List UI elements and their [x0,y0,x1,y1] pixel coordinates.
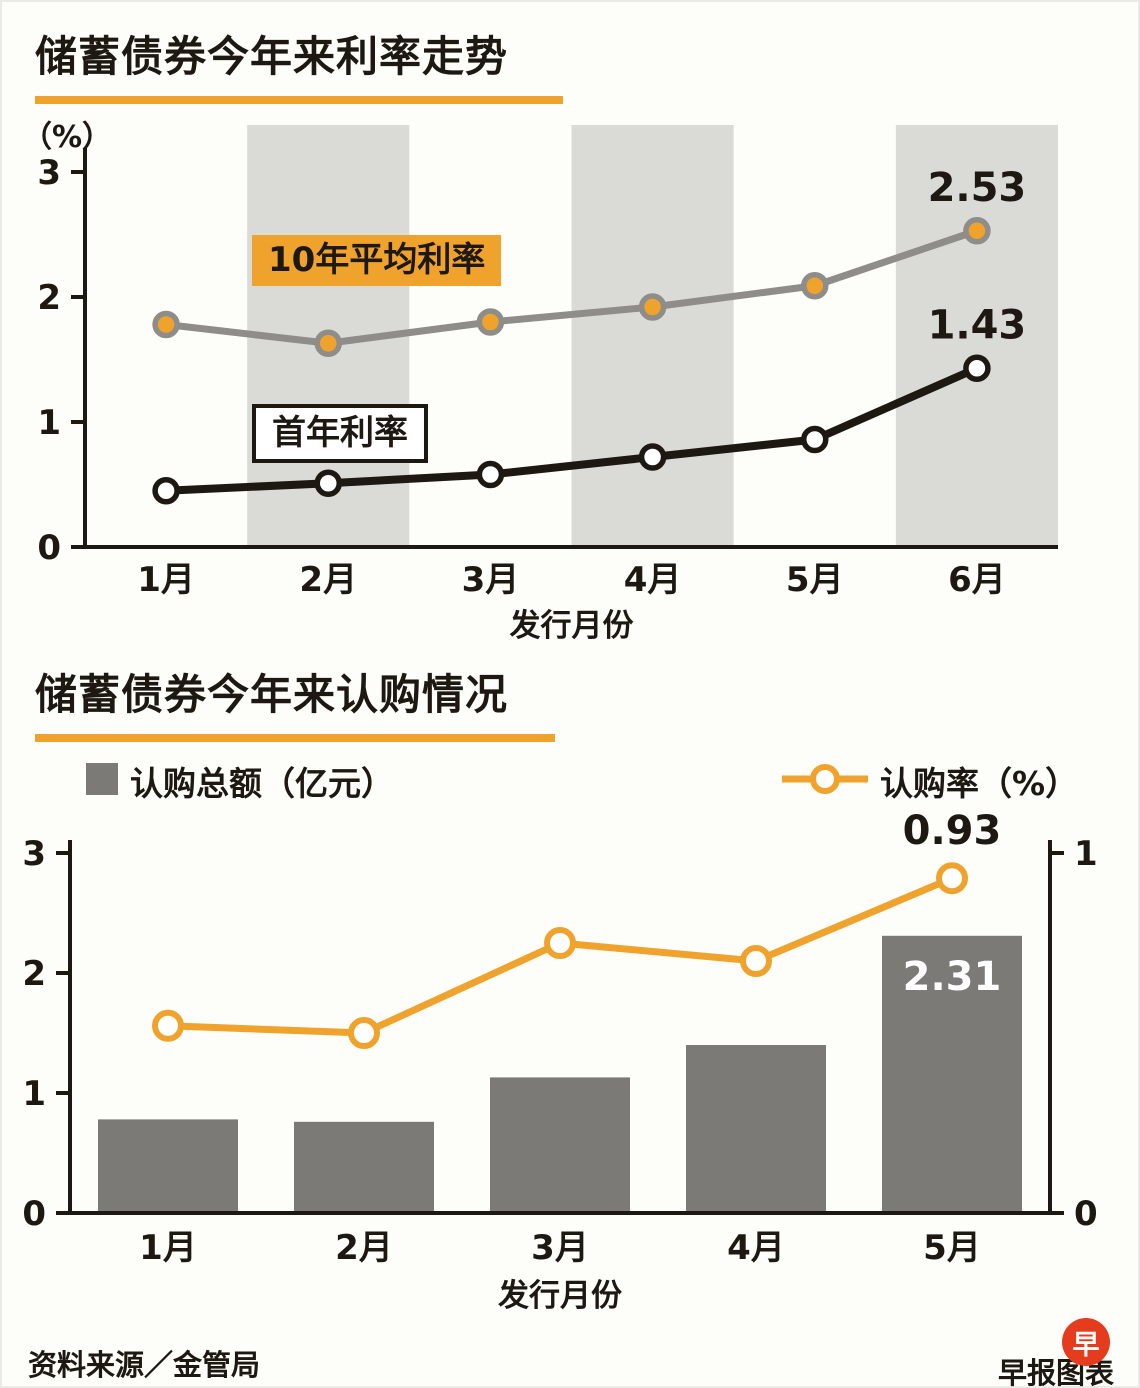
left-tick-label: 3 [22,834,46,874]
subscription-total-bar [98,1119,238,1213]
subscription-chart-xaxis-title: 发行月份 [498,1278,622,1314]
subscription-chart-title: 储蓄债券今年来认购情况 [35,670,509,719]
data-point-marker [638,293,667,321]
series-label-10yr-average-rate: 10年平均利率 [252,235,502,287]
data-point-marker [544,927,576,959]
left-tick-label: 2 [22,954,46,994]
data-point-marker [801,425,829,454]
end-value-label: 1.43 [928,302,1027,348]
month-shaded-band [571,125,734,547]
rate-chart-title: 储蓄债券今年来利率走势 [35,32,509,81]
data-point-marker [963,354,991,382]
data-point-marker [152,310,180,339]
subscription-total-bar [294,1121,434,1213]
x-tick-label: 1月 [139,1228,197,1268]
rate-chart-title-underline [35,96,563,104]
right-tick-label: 0 [1074,1194,1098,1234]
legend-bar-swatch [86,763,118,795]
left-tick-label: 1 [22,1074,46,1114]
subscription-total-bar [686,1045,826,1213]
x-tick-label: 6月 [948,560,1006,600]
subscription-total-bar [490,1077,630,1213]
line-first-year-rate [162,364,981,495]
x-tick-label: 5月 [786,560,844,600]
legend-total-subscription-label: 认购总额（亿元） [130,764,394,803]
data-point-marker [963,217,991,245]
rate-chart-xaxis-title: 发行月份 [509,608,634,644]
rate-trend-chart: 0 1 2 3 1月 2月 3月 4月 5月 6月 2.53 1.43 [37,125,1058,600]
subscription-chart: 2.31 0 1 2 3 0 1 1月 2月 3月 4月 5月 0.93 [22,763,1098,1268]
end-value-label: 2.53 [928,165,1027,211]
x-tick-label: 3月 [462,560,520,600]
x-tick-label: 2月 [335,1228,393,1268]
data-point-marker [314,329,342,357]
legend-subscription-rate-label: 认购率（%） [880,764,1079,803]
data-point-marker [740,945,772,977]
line-10yr-average-rate [162,227,981,347]
data-source-note: 资料来源／金管局 [28,1348,261,1382]
data-point-marker [348,1017,380,1049]
data-point-marker [476,460,505,489]
data-point-marker [152,477,180,505]
x-tick-label: 1月 [137,560,195,600]
end-value-label: 0.93 [903,808,1002,854]
data-point-marker [638,443,667,471]
data-point-marker [314,469,342,497]
right-tick-label: 1 [1074,834,1098,874]
series-label-first-year-rate: 首年利率 [252,404,428,464]
y-tick-label: 0 [37,528,61,568]
legend-line-marker-icon [810,764,840,794]
left-tick-label: 0 [22,1194,46,1234]
subscription-chart-title-underline [35,734,555,742]
month-shaded-band [895,125,1058,547]
x-tick-label: 4月 [624,560,682,600]
x-tick-label: 5月 [923,1228,981,1268]
y-tick-label: 1 [37,403,61,443]
data-point-marker [801,272,829,300]
y-tick-label: 3 [37,153,61,193]
y-tick-label: 2 [37,278,61,318]
x-tick-label: 2月 [299,560,357,600]
data-point-marker [152,1009,184,1042]
data-point-marker [936,862,968,895]
x-tick-label: 3月 [531,1228,589,1268]
subscription-total-bar [882,935,1022,1213]
x-tick-label: 4月 [727,1228,785,1268]
rate-chart-unit-label: （%） [22,120,113,155]
bar-value-label: 2.31 [903,954,1002,1000]
data-point-marker [476,308,505,336]
zaobao-logo-icon: 早 [1062,1318,1110,1366]
